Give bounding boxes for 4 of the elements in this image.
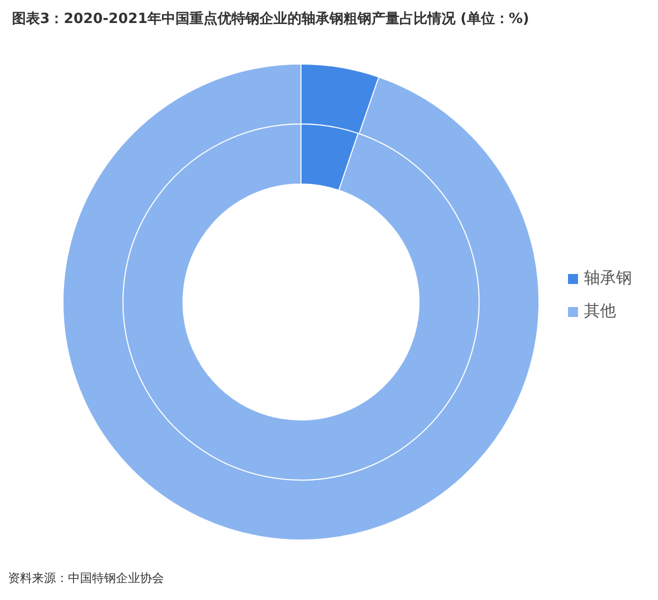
legend-label: 轴承钢 bbox=[584, 268, 632, 289]
legend-label: 其他 bbox=[584, 301, 616, 322]
text: 资料来源：中国特钢企业协会 bbox=[8, 570, 164, 587]
chart-title: 图表3：2020-2021年中国重点优特钢企业的轴承钢粗钢产量占比情况 (单位：%) bbox=[12, 10, 530, 28]
